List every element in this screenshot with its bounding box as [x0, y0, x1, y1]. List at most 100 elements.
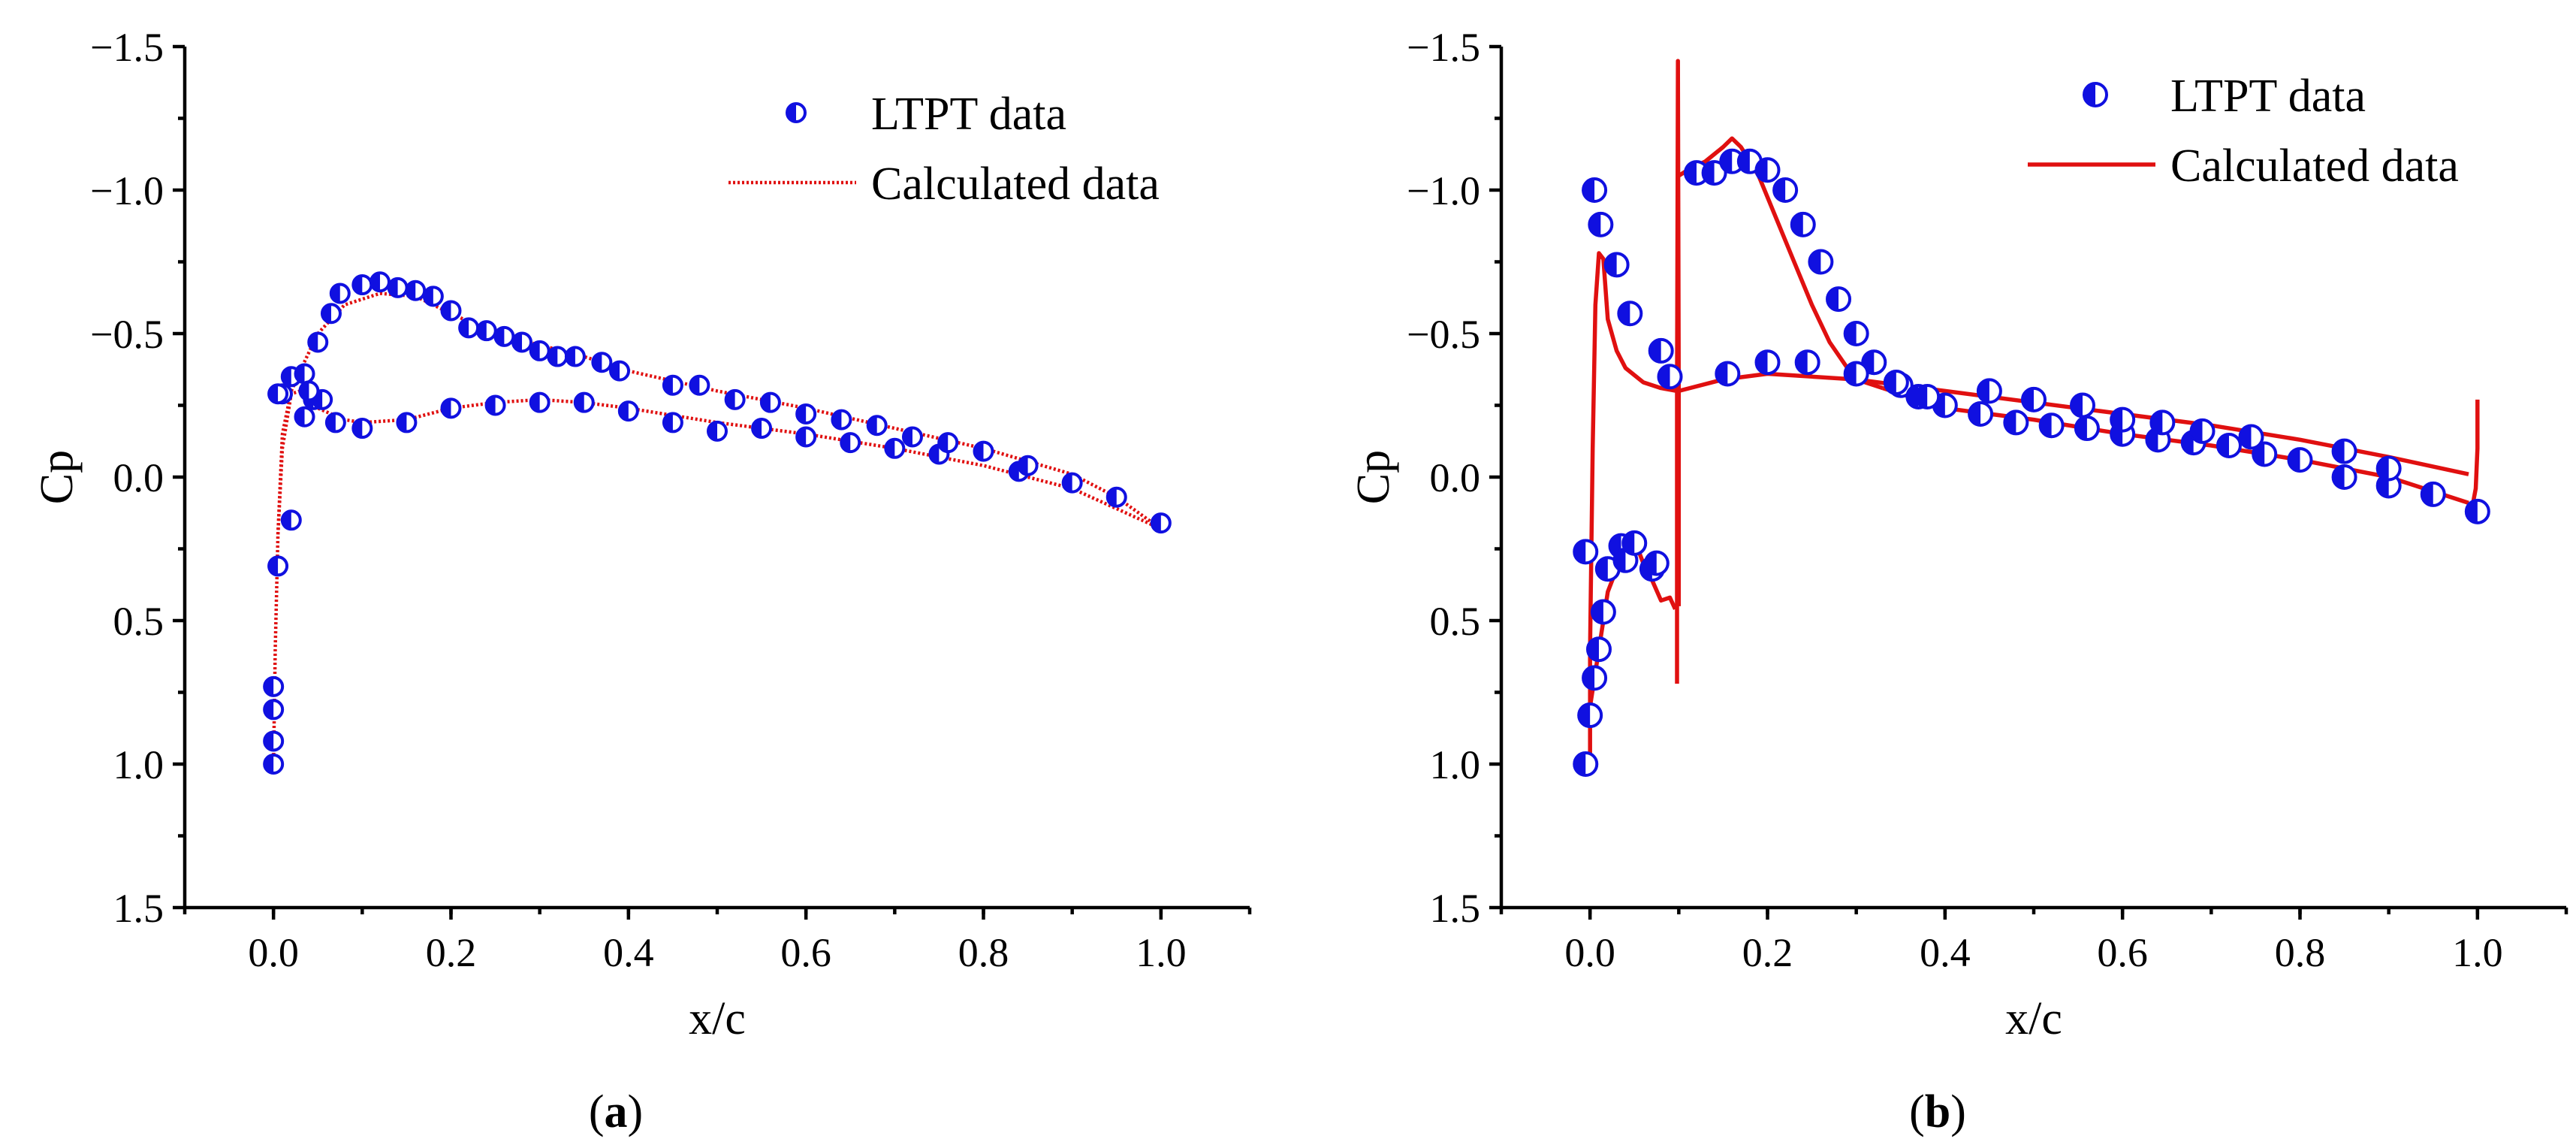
- ltpt-data-point: [2038, 412, 2065, 439]
- ltpt-data-point: [795, 426, 817, 448]
- x-tick-label: 0.8: [2275, 930, 2326, 975]
- y-tick-label: −1.5: [90, 25, 164, 70]
- ltpt-data-point: [440, 300, 462, 322]
- x-tick-label: 0.6: [780, 930, 831, 975]
- ltpt-data-point: [795, 403, 817, 424]
- ltpt-data-point: [1106, 486, 1127, 508]
- ltpt-data-point: [1648, 337, 1674, 364]
- ltpt-data-point: [1794, 349, 1820, 376]
- ltpt-data-point: [751, 418, 773, 440]
- ltpt-data-point: [1808, 249, 1834, 275]
- ltpt-data-point: [884, 437, 906, 459]
- legend-marker-ltpt: [2083, 82, 2108, 107]
- x-tick-label: 0.2: [1742, 930, 1793, 975]
- ltpt-data-point: [298, 380, 320, 402]
- ltpt-data-point: [2420, 481, 2446, 507]
- ltpt-data-point: [2252, 441, 2278, 467]
- x-tick-label: 0.4: [603, 930, 654, 975]
- ltpt-data-point: [320, 303, 342, 325]
- panel-label: (b): [1909, 1086, 1966, 1137]
- ltpt-data-point: [1826, 286, 1852, 313]
- ltpt-data-point: [263, 754, 285, 775]
- ltpt-data-point: [2238, 424, 2264, 450]
- y-tick-label: 1.0: [1430, 742, 1481, 787]
- ltpt-data-point: [724, 388, 746, 410]
- ltpt-data-point: [662, 374, 683, 396]
- ltpt-data-point: [564, 346, 586, 367]
- y-tick-label: −1.0: [1407, 168, 1480, 213]
- y-tick-label: 0.0: [1430, 455, 1481, 500]
- ltpt-data-point: [2003, 409, 2029, 436]
- ltpt-data-point: [2287, 447, 2313, 473]
- ltpt-data-point: [1582, 177, 1608, 203]
- ltpt-data-point: [267, 383, 289, 405]
- y-tick-label: 0.5: [113, 599, 164, 644]
- ltpt-data-point: [484, 394, 506, 416]
- ltpt-data-point: [263, 730, 285, 752]
- ltpt-data-point: [866, 415, 888, 437]
- chart-panel-a: 0.0 0.2 0.4 0.6 0.8 1.0 −1.5 −1.0 −0.5 0.0 0.5 1.0 1…: [32, 25, 1252, 1137]
- ltpt-data-point: [458, 317, 480, 339]
- ltpt-data-point: [2069, 392, 2095, 418]
- ltpt-data-point: [1573, 539, 1599, 565]
- ltpt-data-point: [422, 285, 444, 307]
- ltpt-data-point: [396, 412, 418, 434]
- x-tick-label: 1.0: [1136, 930, 1187, 975]
- ltpt-data-point: [2331, 438, 2357, 464]
- calculated-line: [271, 292, 1163, 765]
- x-tick-label: 0.8: [958, 930, 1009, 975]
- ltpt-data-point: [1582, 665, 1608, 691]
- y-tick-label: 1.5: [113, 886, 164, 931]
- ltpt-data-point: [267, 555, 289, 577]
- ltpt-data-point: [617, 400, 639, 422]
- ltpt-data-point: [329, 282, 351, 304]
- ltpt-data-point: [294, 363, 315, 385]
- ltpt-data-point: [2189, 418, 2216, 444]
- ltpt-data-point: [1754, 157, 1781, 183]
- ltpt-data-point: [1883, 369, 1909, 395]
- legend-label-ltpt: LTPT data: [2170, 71, 2366, 122]
- ltpt-data-point: [440, 397, 462, 419]
- calculated-line: [1677, 136, 1884, 391]
- ltpt-data-point: [263, 699, 285, 721]
- x-tick-label: 0.2: [426, 930, 477, 975]
- ltpt-data-point: [529, 391, 550, 413]
- calculated-line: [2471, 399, 2480, 503]
- ltpt-data-point: [263, 675, 285, 697]
- y-tick-label: −0.5: [1407, 312, 1480, 357]
- legend: LTPT data Calculated data: [2028, 71, 2459, 192]
- ltpt-data-point: [1772, 177, 1799, 203]
- ltpt-data-point: [1643, 550, 1670, 576]
- ltpt-data-point: [1017, 455, 1039, 476]
- ltpt-data-point: [1061, 472, 1083, 494]
- calculated-line: [1675, 59, 1682, 684]
- ltpt-data-point: [1590, 599, 1616, 625]
- y-tick-label: 0.0: [113, 455, 164, 500]
- ltpt-data-point: [2074, 415, 2100, 442]
- ltpt-data-point: [1914, 384, 1941, 410]
- ltpt-data-point: [1976, 378, 2002, 404]
- ltpt-data-point: [2464, 498, 2490, 524]
- ltpt-data-point: [973, 440, 994, 462]
- ltpt-data-point: [1617, 301, 1643, 327]
- ltpt-data-point: [831, 409, 852, 430]
- ltpt-data-point: [280, 509, 302, 531]
- ltpt-data-point: [2216, 432, 2242, 458]
- ltpt-data-point: [529, 340, 550, 361]
- calculated-line: [1588, 251, 1678, 764]
- ltpt-data-point: [591, 352, 613, 373]
- ltpt-data-point: [324, 412, 346, 434]
- legend-marker-ltpt: [786, 102, 807, 123]
- x-tick-label: 0.0: [1564, 930, 1615, 975]
- ltpt-data-point: [1701, 160, 1727, 186]
- ltpt-data-point: [1588, 211, 1614, 237]
- ltpt-data-point: [1843, 321, 1869, 346]
- y-axis-title: Cp: [1348, 450, 1399, 504]
- x-axis-title: x/c: [2005, 993, 2062, 1044]
- ltpt-data-point: [1573, 751, 1599, 777]
- x-tick-label: 1.0: [2452, 930, 2503, 975]
- ltpt-data-point: [1719, 148, 1745, 174]
- ltpt-data-point: [662, 412, 683, 434]
- plot-area: [263, 271, 1172, 775]
